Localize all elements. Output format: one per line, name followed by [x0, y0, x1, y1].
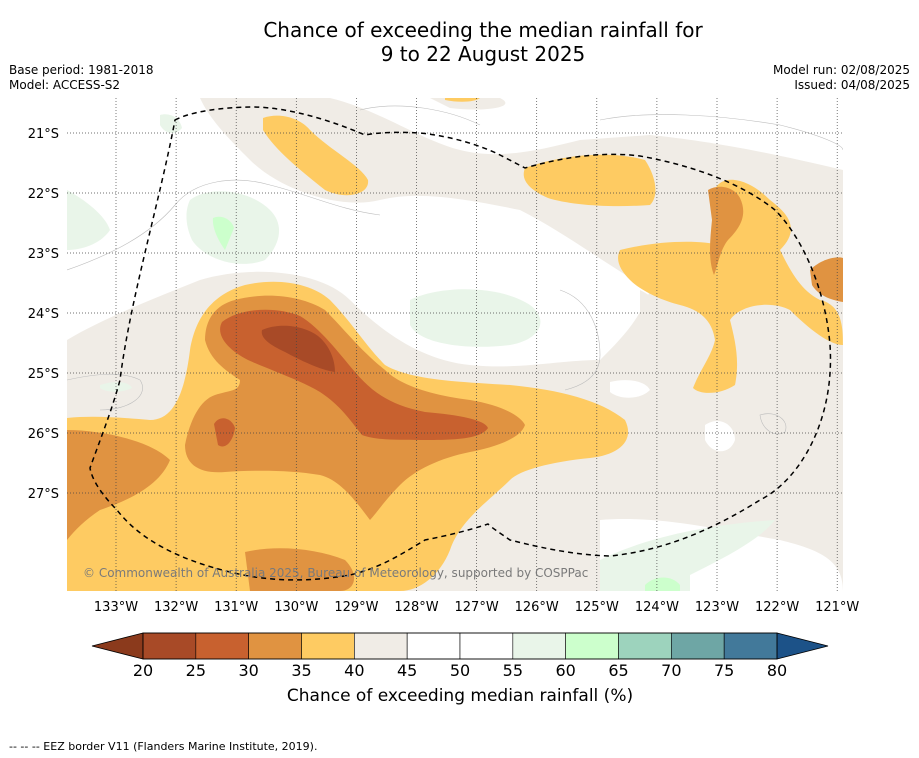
map-title: Chance of exceeding the median rainfall …: [0, 18, 919, 66]
contour-line-a: [67, 179, 381, 271]
lat-tick-label: 22°S: [28, 187, 59, 202]
contour-line-f: [759, 413, 787, 435]
lon-tick-label: 129°W: [334, 600, 378, 615]
colorbar: 20 25 30 35 40 45 50 55 60 65 70 75 80: [91, 632, 829, 680]
colorbar-low-arrow: [91, 632, 144, 660]
dark-orange-zone-small: [214, 418, 235, 447]
title-line-1: Chance of exceeding the median rainfall …: [263, 18, 703, 42]
longitude-labels: 133°W 132°W 131°W 130°W 129°W 128°W 127°W 126°W…: [94, 600, 860, 615]
lon-tick-label: 122°W: [755, 600, 799, 615]
contour-line-c: [599, 114, 843, 151]
mint-zone-south: [645, 577, 680, 591]
map-field: © Commonwealth of Australia 2025, Bureau…: [67, 98, 843, 591]
lon-tick-label: 123°W: [695, 600, 739, 615]
colorbar-segment: [671, 632, 725, 660]
colorbar-segment: [195, 632, 249, 660]
colorbar-label: Chance of exceeding median rainfall (%): [286, 686, 634, 706]
lon-tick-label: 131°W: [214, 600, 258, 615]
colorbar-segment: [723, 632, 778, 660]
colorbar-segment: [565, 632, 619, 660]
contour-line-e: [359, 105, 481, 126]
colorbar-tick-label: 70: [661, 661, 681, 680]
green-zone-far-west: [67, 190, 110, 250]
colorbar-tick-label: 80: [767, 661, 787, 680]
lat-tick-label: 21°S: [28, 127, 59, 142]
title-line-2: 9 to 22 August 2025: [380, 42, 586, 66]
colorbar-segment: [406, 632, 461, 660]
lon-tick-label: 133°W: [94, 600, 138, 615]
orange-zone-west: [67, 430, 170, 540]
lon-tick-label: 126°W: [515, 600, 559, 615]
mint-zone-west: [212, 216, 234, 250]
yellow-zone-east: [618, 179, 843, 393]
contour-line-b: [559, 289, 601, 391]
lon-tick-label: 128°W: [394, 600, 438, 615]
colorbar-tick-label: 55: [503, 661, 523, 680]
model-run: Model run: 02/08/2025: [772, 63, 910, 77]
beige-zone-top: [430, 98, 506, 110]
orange-zone-south: [245, 548, 355, 591]
meta-left: Base period: 1981-2018 Model: ACCESS-S2: [9, 63, 154, 93]
eez-border: [89, 106, 832, 581]
meta-right: Model run: 02/08/2025 Issued: 04/08/2025: [773, 63, 910, 93]
contour-line-d: [67, 373, 143, 411]
base-period: Base period: 1981-2018: [9, 63, 154, 77]
mint-zones: [212, 216, 680, 591]
colorbar-tick-label: 60: [555, 661, 575, 680]
gridlines: [67, 98, 843, 591]
colorbar-segment: [618, 632, 672, 660]
colorbar-ticks: 20 25 30 35 40 45 50 55 60 65 70 75 80: [133, 661, 787, 680]
colorbar-tick-label: 40: [344, 661, 364, 680]
colorbar-tick-label: 75: [714, 661, 734, 680]
beige-zone-east: [640, 290, 680, 367]
yellow-zone-north: [263, 115, 369, 196]
colorbar-tick-label: 35: [291, 661, 311, 680]
colorbar-segment: [142, 632, 197, 660]
colorbar-segment: [301, 632, 355, 660]
lon-tick-label: 121°W: [815, 600, 859, 615]
lat-tick-label: 23°S: [28, 247, 59, 262]
yellow-zone-top: [445, 98, 480, 102]
model-name: Model: ACCESS-S2: [9, 78, 121, 92]
colorbar-tick-label: 25: [186, 661, 206, 680]
latitude-labels: 21°S 22°S 23°S 24°S 25°S 26°S 27°S: [28, 127, 59, 502]
orange-zone-far-east: [810, 257, 843, 302]
lat-tick-label: 24°S: [28, 307, 59, 322]
lon-tick-label: 124°W: [635, 600, 679, 615]
copyright-notice: © Commonwealth of Australia 2025, Bureau…: [83, 566, 588, 580]
lon-tick-label: 130°W: [274, 600, 318, 615]
eez-footnote: -- -- -- EEZ border V11 (Flanders Marine…: [9, 740, 318, 753]
colorbar-tick-label: 45: [397, 661, 417, 680]
colorbar-tick-label: 50: [450, 661, 470, 680]
colorbar-segment: [248, 632, 302, 660]
green-zone-center: [410, 289, 541, 347]
brown-zone-core: [261, 325, 335, 372]
lat-tick-label: 27°S: [28, 487, 59, 502]
lat-tick-label: 26°S: [28, 427, 59, 442]
issued-date: Issued: 04/08/2025: [794, 78, 910, 92]
colorbar-segment: [512, 632, 566, 660]
colorbar-tick-label: 65: [608, 661, 628, 680]
contour-lines: [67, 105, 843, 435]
colorbar-segment: [459, 632, 514, 660]
green-zone-south: [600, 520, 775, 591]
colorbar-frame: [142, 632, 778, 660]
lat-tick-label: 25°S: [28, 367, 59, 382]
lon-tick-label: 127°W: [455, 600, 499, 615]
lon-tick-label: 132°W: [154, 600, 198, 615]
colorbar-tick-label: 30: [238, 661, 258, 680]
colorbar-segments: [142, 632, 778, 660]
colorbar-segment: [354, 632, 408, 660]
orange-zone-east: [708, 186, 744, 275]
white-patch-east: [610, 380, 650, 398]
colorbar-high-arrow: [776, 632, 829, 660]
colorbar-tick-label: 20: [133, 661, 153, 680]
white-patch-far-east: [705, 420, 735, 452]
lon-tick-label: 125°W: [575, 600, 619, 615]
